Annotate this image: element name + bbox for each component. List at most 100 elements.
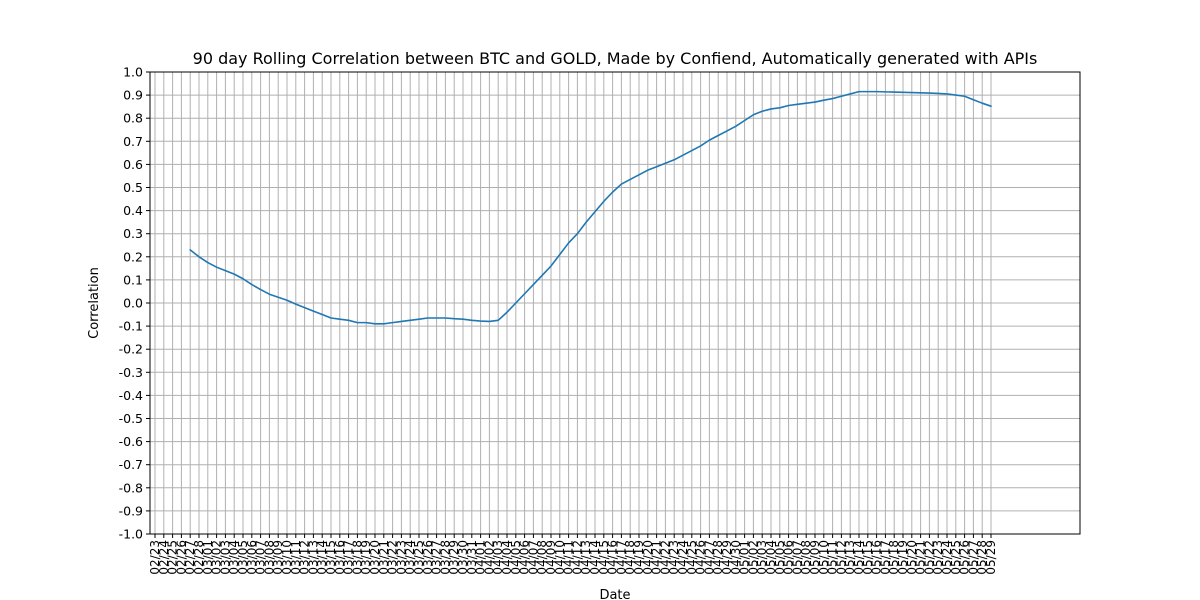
x-tick-label: 05/10 — [817, 540, 831, 575]
x-tick-label: 03/28 — [438, 540, 452, 575]
x-tick-label: 04/02 — [482, 540, 496, 575]
series-layer — [189, 90, 992, 325]
x-tick-label: 05/20 — [905, 540, 919, 575]
x-tick-label: 05/24 — [940, 540, 954, 575]
x-tick-label: 05/29 — [984, 540, 998, 575]
x-tick-label: 04/15 — [597, 540, 611, 575]
x-tick-label: 03/17 — [342, 540, 356, 575]
y-tick-label: -0.9 — [119, 503, 143, 518]
y-tick-label: 0.6 — [123, 157, 143, 172]
x-tick-label: 04/24 — [676, 540, 690, 575]
x-tick-label: 03/19 — [359, 540, 373, 575]
grid-lines — [150, 71, 1080, 535]
y-axis: -1.0 -0.9 -0.8 -0.7 -0.6 -0.5 -0.4 -0.3 -0.2 -0.1… — [119, 65, 150, 542]
x-tick-label: 05/26 — [958, 540, 972, 575]
y-tick-label: -0.5 — [119, 411, 143, 426]
x-tick-label: 03/15 — [324, 540, 338, 575]
x-tick-label: 05/09 — [808, 540, 822, 575]
x-tick-label: 02/28 — [192, 540, 206, 575]
y-tick-label: -0.6 — [119, 434, 143, 449]
x-tick-label: 04/18 — [623, 540, 637, 575]
x-tick-label: 03/12 — [298, 540, 312, 575]
x-tick-label: 03/11 — [289, 540, 303, 575]
y-tick-label: 0.4 — [123, 203, 143, 218]
x-tick-label: 02/27 — [183, 540, 197, 575]
x-tick-label: 02/24 — [157, 540, 171, 575]
x-tick-label: 05/12 — [834, 540, 848, 575]
y-tick-label: 0.0 — [123, 296, 143, 311]
x-tick-label: 03/03 — [218, 540, 232, 575]
x-tick-label: 04/28 — [711, 540, 725, 575]
x-tick-label: 04/22 — [658, 540, 672, 575]
y-tick-label: 0.3 — [123, 226, 143, 241]
x-tick-label: 04/11 — [562, 540, 576, 575]
x-tick-label: 04/04 — [500, 540, 514, 575]
x-tick-label: 05/22 — [922, 540, 936, 575]
x-tick-label: 05/08 — [799, 540, 813, 575]
x-tick-label: 05/18 — [887, 540, 901, 575]
x-tick-label: 03/31 — [465, 540, 479, 575]
x-tick-label: 03/04 — [227, 540, 241, 575]
x-tick-label: 05/15 — [861, 540, 875, 575]
x-tick-label: 05/17 — [878, 540, 892, 575]
x-tick-label: 03/23 — [394, 540, 408, 575]
chart-title: 90 day Rolling Correlation between BTC a… — [193, 49, 1038, 68]
y-tick-label: -0.2 — [119, 342, 143, 357]
x-tick-label: 04/25 — [685, 540, 699, 575]
x-tick-label: 05/06 — [782, 540, 796, 575]
x-tick-label: 05/28 — [975, 540, 989, 575]
x-tick-label: 03/01 — [201, 540, 215, 575]
y-tick-label: -1.0 — [119, 527, 143, 542]
x-tick-label: 04/26 — [694, 540, 708, 575]
x-tick-label: 05/25 — [949, 540, 963, 575]
x-tick-label: 02/23 — [148, 540, 162, 575]
x-tick-label: 03/30 — [456, 540, 470, 575]
y-tick-label: 0.1 — [123, 272, 143, 287]
x-tick-label: 04/07 — [526, 540, 540, 575]
x-tick-label: 05/27 — [966, 540, 980, 575]
x-tick-label: 04/19 — [632, 540, 646, 575]
x-tick-label: 04/06 — [518, 540, 532, 575]
x-tick-label: 05/05 — [773, 540, 787, 575]
x-tick-label: 03/08 — [262, 540, 276, 575]
y-tick-label: 0.7 — [123, 134, 143, 149]
x-tick-label: 03/21 — [377, 540, 391, 575]
x-tick-label: 05/02 — [746, 540, 760, 575]
y-tick-label: 0.5 — [123, 180, 143, 195]
x-tick-label: 04/23 — [667, 540, 681, 575]
y-tick-label: 0.9 — [123, 88, 143, 103]
x-tick-label: 03/07 — [254, 540, 268, 575]
y-tick-label: -0.3 — [119, 365, 143, 380]
x-tick-label: 04/14 — [588, 540, 602, 575]
x-tick-label: 04/16 — [606, 540, 620, 575]
x-tick-label: 05/03 — [755, 540, 769, 575]
y-tick-label: 1.0 — [123, 65, 143, 80]
y-tick-label: -0.4 — [119, 388, 143, 403]
x-tick-label: 03/20 — [368, 540, 382, 575]
x-tick-label: 04/12 — [570, 540, 584, 575]
x-tick-label: 03/10 — [280, 540, 294, 575]
x-tick-label: 05/16 — [870, 540, 884, 575]
x-tick-label: 05/23 — [931, 540, 945, 575]
x-tick-label: 02/26 — [174, 540, 188, 575]
x-tick-label: 03/29 — [447, 540, 461, 575]
x-tick-label: 03/02 — [210, 540, 224, 575]
correlation-series-line — [189, 90, 992, 325]
y-tick-label: -0.8 — [119, 480, 143, 495]
x-tick-label: 03/14 — [315, 540, 329, 575]
y-tick-label: -0.7 — [119, 457, 143, 472]
x-tick-label: 05/21 — [914, 540, 928, 575]
x-tick-label: 04/08 — [535, 540, 549, 575]
x-axis-label: Date — [599, 588, 630, 600]
x-tick-label: 04/13 — [579, 540, 593, 575]
x-tick-label: 04/09 — [544, 540, 558, 575]
x-tick-label: 03/24 — [403, 540, 417, 575]
x-tick-label: 04/03 — [491, 540, 505, 575]
x-tick-label: 03/16 — [333, 540, 347, 575]
y-tick-label: -0.1 — [119, 319, 143, 334]
y-axis-label: Correlation — [87, 267, 102, 339]
x-axis: 02/2302/2402/2502/2602/2702/2803/0103/02… — [148, 534, 998, 575]
x-tick-label: 05/11 — [826, 540, 840, 575]
x-tick-label: 03/18 — [350, 540, 364, 575]
